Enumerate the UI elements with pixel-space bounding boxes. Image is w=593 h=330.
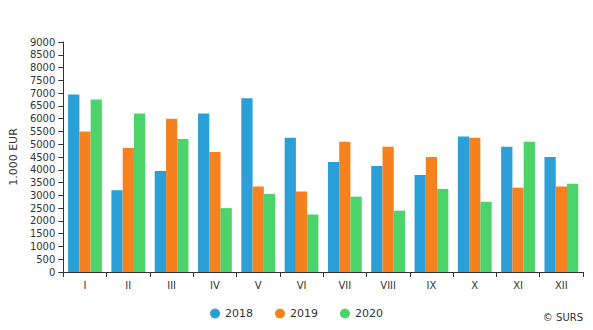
svg-text:2000: 2000 [30,215,55,226]
svg-text:IX: IX [427,280,437,291]
svg-text:2020: 2020 [355,307,383,320]
svg-text:2019: 2019 [290,307,318,320]
svg-text:I: I [84,280,87,291]
svg-text:II: II [125,280,131,291]
svg-text:6000: 6000 [30,113,55,124]
svg-text:IV: IV [210,280,220,291]
svg-text:5000: 5000 [30,139,55,150]
svg-text:3500: 3500 [30,177,55,188]
svg-text:8500: 8500 [30,49,55,60]
svg-text:7500: 7500 [30,75,55,86]
svg-text:VIII: VIII [380,280,396,291]
svg-text:1500: 1500 [30,228,55,239]
svg-text:X: X [471,280,478,291]
svg-text:3000: 3000 [30,190,55,201]
svg-text:III: III [167,280,176,291]
svg-text:XI: XI [513,280,523,291]
svg-text:VII: VII [338,280,351,291]
svg-text:4500: 4500 [30,152,55,163]
svg-text:2500: 2500 [30,203,55,214]
svg-text:6500: 6500 [30,100,55,111]
svg-text:9000: 9000 [30,37,55,48]
svg-text:7000: 7000 [30,88,55,99]
svg-text:2018: 2018 [225,307,253,320]
svg-text:5500: 5500 [30,126,55,137]
svg-text:4000: 4000 [30,164,55,175]
svg-text:8000: 8000 [30,62,55,73]
svg-text:XII: XII [555,280,568,291]
svg-text:V: V [255,280,262,291]
svg-text:1000: 1000 [30,241,55,252]
svg-text:1.000 EUR: 1.000 EUR [7,128,20,186]
svg-text:© SURS: © SURS [543,312,583,323]
svg-text:500: 500 [36,254,55,265]
svg-text:VI: VI [297,280,307,291]
svg-text:0: 0 [49,267,55,278]
